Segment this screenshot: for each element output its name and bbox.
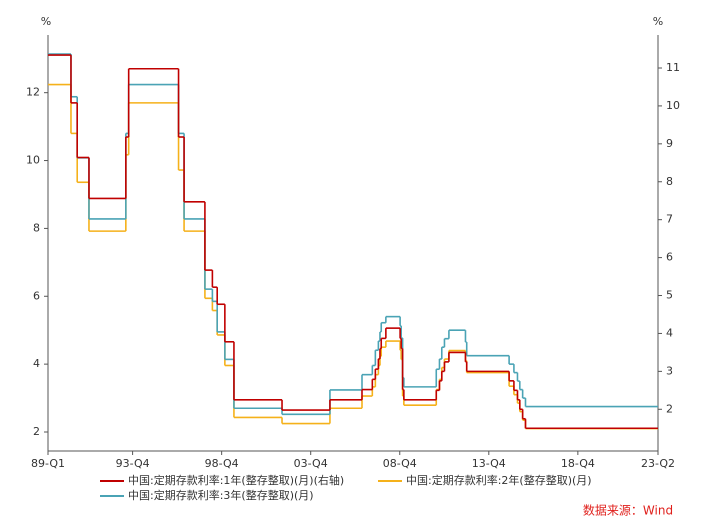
y-tick-label: 8: [33, 221, 40, 234]
legend-label: 中国:定期存款利率:2年(整存整取)(月): [406, 473, 592, 487]
x-tick-label: 18-Q4: [561, 457, 595, 470]
y2-tick-label: 11: [666, 61, 680, 74]
y-unit: %: [41, 15, 51, 28]
y-tick-label: 10: [26, 154, 40, 167]
y-tick-label: 2: [33, 425, 40, 438]
x-tick-label: 89-Q1: [31, 457, 65, 470]
y2-tick-label: 7: [666, 213, 673, 226]
y2-tick-label: 8: [666, 175, 673, 188]
x-tick-label: 13-Q4: [472, 457, 506, 470]
y2-tick-label: 9: [666, 137, 673, 150]
y-tick-label: 12: [26, 86, 40, 99]
legend-label: 中国:定期存款利率:1年(整存整取)(月)(右轴): [128, 473, 344, 487]
x-tick-label: 08-Q4: [383, 457, 417, 470]
x-tick-label: 03-Q4: [294, 457, 328, 470]
y2-tick-label: 4: [666, 326, 673, 339]
source: 数据来源：Wind: [583, 503, 673, 518]
y2-unit: %: [653, 15, 663, 28]
x-tick-label: 93-Q4: [116, 457, 150, 470]
y2-tick-label: 6: [666, 251, 673, 264]
y2-tick-label: 10: [666, 99, 680, 112]
legend-label: 中国:定期存款利率:3年(整存整取)(月): [128, 488, 314, 502]
y-tick-label: 4: [33, 357, 40, 370]
y2-tick-label: 3: [666, 364, 673, 377]
x-tick-label: 23-Q2: [641, 457, 675, 470]
y2-tick-label: 2: [666, 402, 673, 415]
y-tick-label: 6: [33, 289, 40, 302]
x-tick-label: 98-Q4: [205, 457, 239, 470]
y2-tick-label: 5: [666, 289, 673, 302]
